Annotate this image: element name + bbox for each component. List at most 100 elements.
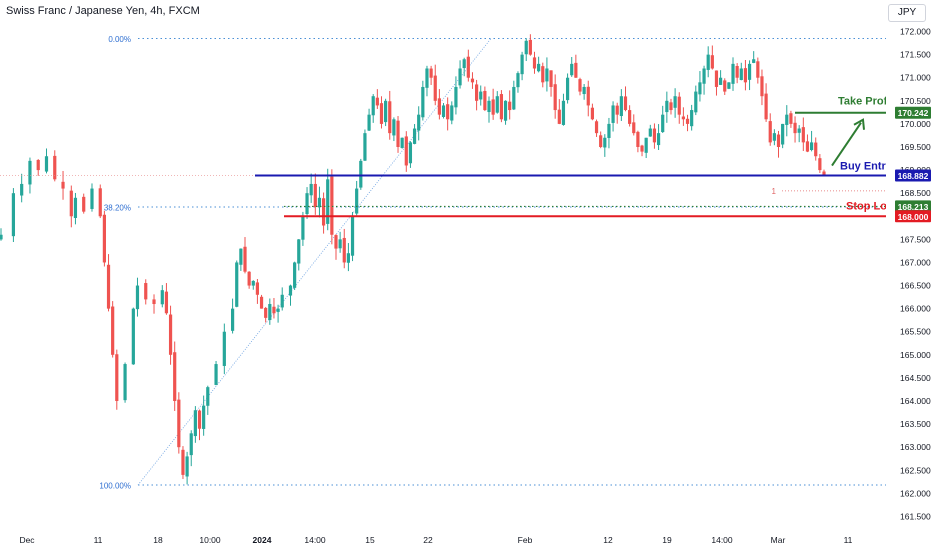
time-tick-label: 11 — [844, 535, 853, 545]
candle-body — [470, 78, 475, 83]
candle-body — [752, 59, 756, 63]
stop-loss-badge[interactable] — [895, 210, 931, 223]
candle-body — [578, 79, 582, 92]
candle-body — [69, 190, 73, 217]
candle-body — [582, 86, 586, 95]
candle-body — [656, 133, 661, 146]
candle-body — [801, 127, 805, 143]
arrow-shaft — [831, 122, 862, 167]
candle-body — [144, 283, 148, 300]
candle-body — [388, 101, 392, 134]
candle-body — [82, 196, 86, 212]
candle-body — [719, 77, 723, 85]
stop-loss-dotted-badge[interactable] — [895, 200, 931, 213]
candle-body — [264, 307, 268, 318]
candle-body — [152, 299, 156, 305]
candle-body — [760, 76, 764, 97]
price-tick-label: 169.500 — [900, 142, 931, 152]
candle-body — [479, 91, 483, 100]
fibonacci-retracement[interactable]: 0.00% 38.20% 100.00% — [99, 35, 886, 491]
candle-body — [293, 262, 297, 288]
candle-body — [396, 120, 400, 147]
take-profit-badge[interactable] — [895, 106, 931, 119]
candle-body — [305, 193, 309, 215]
time-tick-label: 2024 — [253, 535, 272, 545]
time-axis[interactable]: Dec 11 18 10:00 2024 14:00 15 22 Feb 12 19 14:00 Mar… — [19, 535, 852, 545]
candle-body — [53, 155, 57, 180]
candle-body — [814, 142, 818, 157]
candle-body — [652, 128, 657, 143]
candle-body — [553, 84, 557, 111]
candle-body — [251, 280, 255, 286]
candle-body — [73, 197, 78, 218]
candle-body — [797, 128, 801, 133]
candle-body — [425, 68, 429, 88]
candle-body — [698, 82, 702, 95]
currency-button[interactable]: JPY — [888, 4, 926, 22]
price-tick-label: 172.000 — [900, 27, 931, 37]
time-tick-label: Dec — [19, 535, 35, 545]
candle-body — [185, 456, 189, 477]
candle-body — [723, 80, 727, 92]
candle-body — [632, 122, 636, 134]
candle-body — [706, 54, 710, 70]
candle-body — [458, 68, 462, 86]
candle-body — [805, 141, 810, 152]
candle-body — [367, 114, 371, 131]
candle-body — [342, 237, 346, 263]
candle-body — [772, 133, 776, 141]
candle-body — [350, 216, 355, 256]
candle-body — [503, 100, 508, 121]
candle-body — [239, 248, 243, 265]
candle-body — [102, 214, 106, 263]
candle-body — [570, 63, 574, 76]
candle-body — [11, 193, 16, 237]
candle-body — [168, 314, 173, 355]
candle-body — [681, 116, 685, 120]
candle-body — [768, 121, 772, 143]
candle-body — [346, 253, 350, 263]
candle-body — [528, 39, 532, 55]
price-tick-label: 165.500 — [900, 327, 931, 337]
candle-body — [355, 188, 359, 214]
candle-body — [607, 123, 611, 138]
candle-body — [809, 142, 814, 151]
candle-body — [255, 282, 260, 295]
candle-body — [36, 159, 40, 171]
candle-body — [384, 100, 388, 123]
price-axis[interactable]: 161.500 162.000 162.500 163.000 163.500 164.0… — [886, 0, 932, 550]
candle-body — [313, 183, 317, 208]
time-tick-label: Feb — [518, 535, 533, 545]
candle-body — [665, 100, 669, 113]
price-tick-label: 166.000 — [900, 304, 931, 314]
candle-body — [586, 86, 590, 106]
candle-body — [781, 123, 785, 145]
candle-body — [98, 188, 102, 217]
candle-body — [243, 246, 247, 272]
candle-body — [235, 262, 239, 307]
candle-body — [363, 133, 367, 161]
price-tick-label: 168.500 — [900, 188, 931, 198]
candle-body — [648, 128, 652, 137]
price-tick-label: 162.000 — [900, 488, 931, 498]
price-levels[interactable]: Buy Entry Stop Loss Take Profit 1 — [0, 96, 899, 218]
candle-body — [644, 137, 648, 153]
time-tick-label: Mar — [771, 535, 786, 545]
candle-body — [590, 107, 595, 120]
candle-body — [280, 294, 284, 308]
candle-body — [661, 114, 665, 133]
candle-body — [193, 410, 197, 437]
buy-entry-badge[interactable] — [895, 169, 931, 182]
candle-body — [222, 331, 226, 366]
candle-body — [272, 306, 276, 314]
candle-body — [520, 54, 524, 75]
candle-body — [508, 101, 512, 111]
candle-body — [537, 63, 541, 72]
candle-body — [599, 135, 603, 147]
candle-body — [437, 98, 441, 115]
candle-body — [317, 197, 322, 208]
candle-body — [160, 290, 164, 305]
candle-body — [288, 285, 293, 296]
candle-body — [450, 105, 454, 121]
